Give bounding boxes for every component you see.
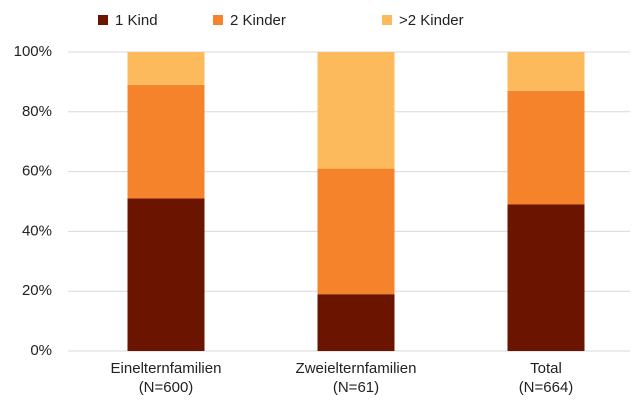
legend-label: >2 Kinder <box>399 12 464 29</box>
legend-label: 2 Kinder <box>230 12 286 29</box>
legend-swatch <box>213 15 223 25</box>
y-tick-label: 60% <box>22 163 52 180</box>
x-tick-label: Einelternfamilien (N=600) <box>110 360 222 396</box>
legend-swatch <box>382 15 392 25</box>
bar-segment <box>317 294 395 351</box>
bar-segment <box>127 84 205 199</box>
bar-segment <box>127 198 205 351</box>
y-tick-label: 80% <box>22 103 52 120</box>
legend-label: 1 Kind <box>115 12 158 29</box>
bar-segment <box>317 52 395 169</box>
bar-segment <box>507 204 585 351</box>
bar-segment <box>507 90 585 205</box>
y-tick-label: 0% <box>30 342 52 359</box>
x-tick-label: Total (N=664) <box>518 360 574 396</box>
bar-segment <box>507 52 585 91</box>
y-tick-label: 40% <box>22 222 52 239</box>
bar-segment <box>127 52 205 85</box>
legend-swatch <box>98 15 108 25</box>
y-tick-label: 100% <box>14 43 52 60</box>
y-tick-label: 20% <box>22 282 52 299</box>
bar-segment <box>317 168 395 295</box>
x-tick-label: Zweielternfamilien (N=61) <box>295 360 417 396</box>
